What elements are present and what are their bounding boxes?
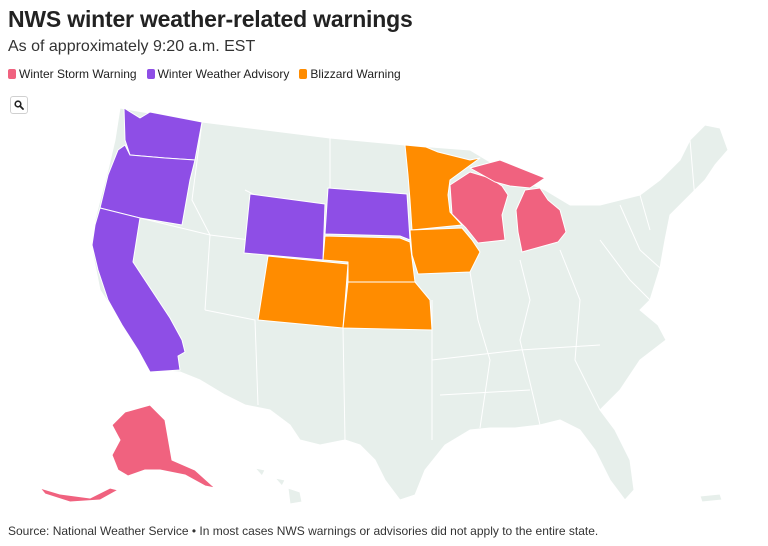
chart-subtitle: As of approximately 9:20 a.m. EST xyxy=(8,38,256,55)
legend-label-blizzard: Blizzard Warning xyxy=(310,67,401,81)
legend-swatch-winter-weather xyxy=(146,69,155,79)
state-oregon[interactable] xyxy=(99,144,196,226)
search-button[interactable] xyxy=(10,96,28,114)
state-washington[interactable] xyxy=(123,107,203,161)
state-wyoming[interactable] xyxy=(243,193,326,261)
state-borders xyxy=(139,121,696,441)
legend-label-winter-weather: Winter Weather Advisory xyxy=(157,67,290,81)
state-alaska[interactable] xyxy=(111,404,216,489)
legend-swatch-winter-storm xyxy=(8,69,16,79)
state-alaska-aleutians xyxy=(39,487,119,503)
source-note: Source: National Weather Service • In mo… xyxy=(8,524,599,538)
search-icon xyxy=(14,100,24,110)
state-minnesota[interactable] xyxy=(404,144,481,231)
legend: Winter Storm Warning Winter Weather Advi… xyxy=(8,67,401,81)
state-hawaii[interactable] xyxy=(254,467,303,505)
legend-swatch-blizzard xyxy=(299,69,308,79)
legend-label-winter-storm: Winter Storm Warning xyxy=(19,67,137,81)
legend-item-blizzard: Blizzard Warning xyxy=(299,67,401,81)
state-california[interactable] xyxy=(91,207,186,373)
us-map-svg xyxy=(39,107,729,505)
state-michigan-upper[interactable] xyxy=(469,159,546,189)
state-iowa[interactable] xyxy=(409,227,481,275)
state-kansas[interactable] xyxy=(342,281,433,331)
state-colorado[interactable] xyxy=(257,255,349,329)
state-michigan-lower[interactable] xyxy=(515,187,567,253)
us-map xyxy=(0,100,768,520)
state-south-dakota[interactable] xyxy=(324,187,411,241)
chart-title: NWS winter weather-related warnings xyxy=(8,6,413,32)
territory-island xyxy=(699,493,723,503)
legend-item-winter-weather: Winter Weather Advisory xyxy=(146,67,290,81)
legend-item-winter-storm: Winter Storm Warning xyxy=(8,67,137,81)
